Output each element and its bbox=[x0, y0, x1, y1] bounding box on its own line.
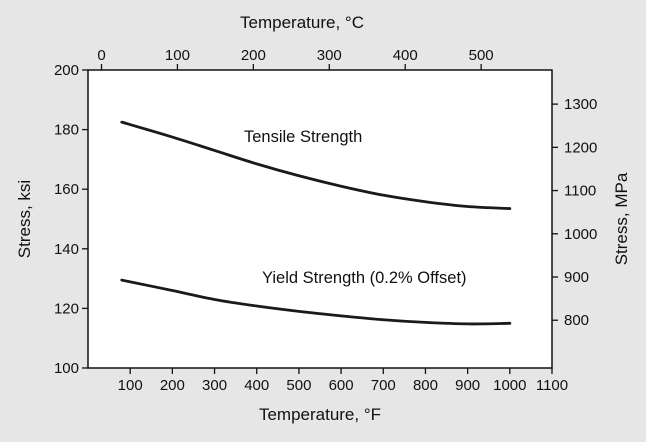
right-axis-ticks: 800 900 1000 1100 1200 1300 bbox=[552, 96, 597, 329]
top-tick-label: 200 bbox=[241, 47, 266, 64]
right-axis-title: Stress, MPa bbox=[612, 172, 631, 265]
left-tick-label: 160 bbox=[54, 181, 79, 198]
bottom-tick-label: 200 bbox=[160, 377, 185, 394]
top-tick-label: 100 bbox=[165, 47, 190, 64]
top-axis-title: Temperature, °C bbox=[240, 13, 364, 32]
left-tick-label: 100 bbox=[54, 360, 79, 377]
left-tick-label: 140 bbox=[54, 241, 79, 258]
right-tick-label: 1100 bbox=[564, 183, 596, 200]
left-axis-ticks: 100 120 140 160 180 200 bbox=[54, 62, 88, 377]
right-tick-label: 800 bbox=[564, 312, 589, 329]
yield-strength-curve bbox=[120, 278, 512, 326]
series-layer bbox=[120, 120, 512, 326]
yield-strength-label: Yield Strength (0.2% Offset) bbox=[262, 269, 467, 287]
right-tick-label: 1300 bbox=[564, 96, 597, 113]
left-axis-title: Stress, ksi bbox=[15, 180, 34, 258]
top-tick-label: 500 bbox=[469, 47, 494, 64]
left-tick-label: 180 bbox=[54, 122, 79, 139]
tensile-strength-curve bbox=[120, 120, 512, 210]
top-axis-ticks: 0 100 200 300 400 500 bbox=[97, 47, 494, 70]
bottom-tick-label: 1100 bbox=[536, 377, 568, 394]
bottom-axis-ticks: 100 200 300 400 500 600 700 800 900 1000 1100 bbox=[118, 368, 568, 394]
bottom-tick-label: 300 bbox=[202, 377, 227, 394]
bottom-tick-label: 1000 bbox=[493, 377, 526, 394]
right-tick-label: 1000 bbox=[564, 226, 597, 243]
left-tick-label: 200 bbox=[54, 62, 79, 79]
top-tick-label: 400 bbox=[393, 47, 418, 64]
bottom-tick-label: 400 bbox=[244, 377, 269, 394]
tensile-strength-label: Tensile Strength bbox=[244, 128, 362, 146]
right-tick-label: 1200 bbox=[564, 139, 597, 156]
plot-frame bbox=[87, 69, 553, 369]
bottom-tick-label: 700 bbox=[371, 377, 396, 394]
left-tick-label: 120 bbox=[54, 300, 79, 317]
bottom-tick-label: 900 bbox=[455, 377, 480, 394]
right-tick-label: 900 bbox=[564, 269, 589, 286]
bottom-tick-label: 600 bbox=[329, 377, 354, 394]
bottom-axis-title: Temperature, °F bbox=[259, 405, 381, 424]
bottom-tick-label: 800 bbox=[413, 377, 438, 394]
top-tick-label: 300 bbox=[317, 47, 342, 64]
bottom-tick-label: 500 bbox=[286, 377, 311, 394]
bottom-tick-label: 100 bbox=[118, 377, 143, 394]
top-tick-label: 0 bbox=[97, 47, 105, 64]
